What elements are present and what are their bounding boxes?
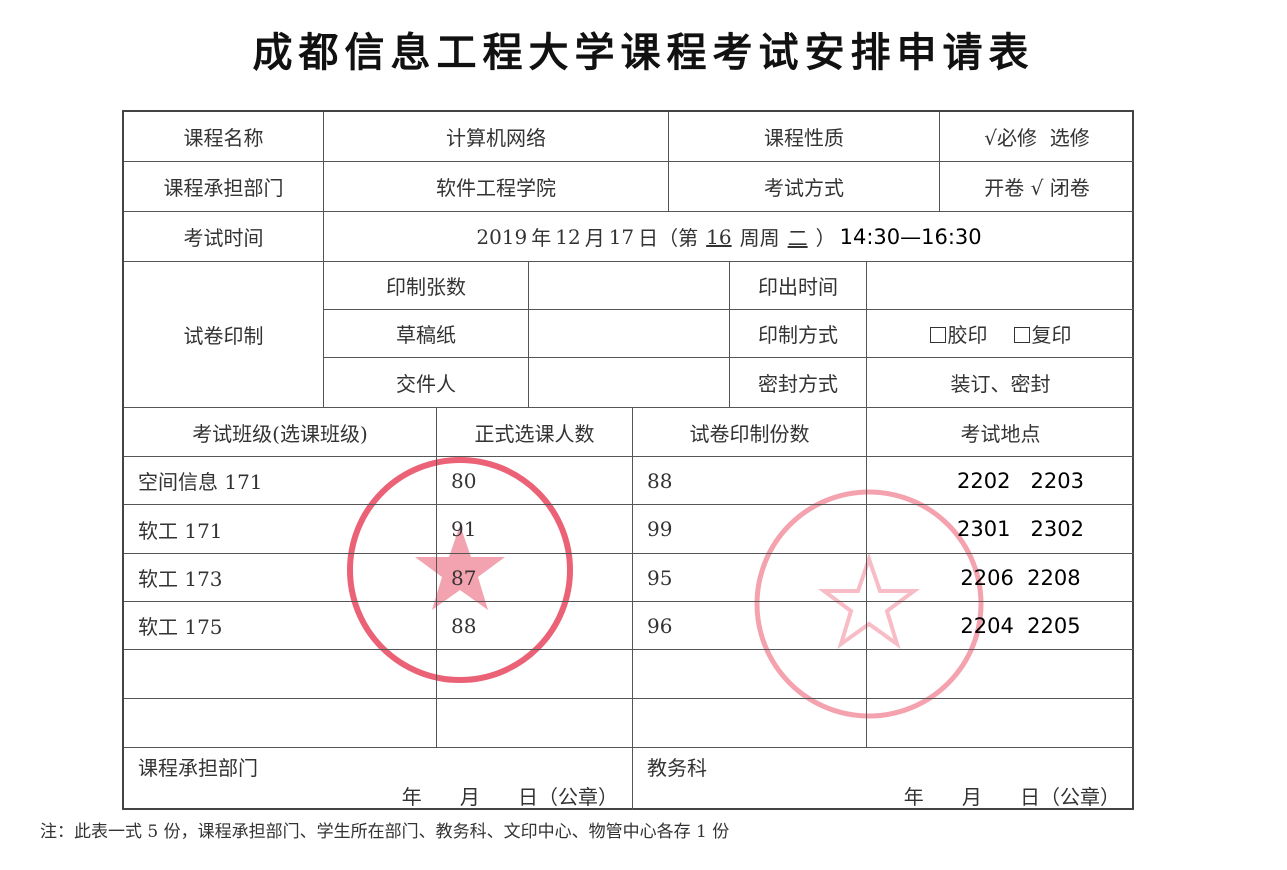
course-name: 计算机网络: [324, 112, 669, 162]
dept-signoff-label: 课程承担部门: [138, 756, 258, 780]
exam-rooms: 2301 2302: [867, 505, 1134, 554]
offset-option[interactable]: 胶印: [929, 319, 988, 348]
month-unit: 月: [584, 226, 605, 250]
exam-rooms: 2206 2208: [867, 554, 1134, 602]
exam-rooms: [867, 650, 1134, 699]
course-name-label: 课程名称: [124, 112, 324, 162]
sheets-label: 印制张数: [324, 262, 529, 310]
course-nature-label: 课程性质: [669, 112, 940, 162]
exam-mode-label: 考试方式: [669, 162, 940, 212]
week-unit: 周周: [739, 226, 780, 250]
enrolled-count: 88: [437, 602, 633, 650]
out-time-value: [867, 262, 1134, 310]
office-signoff: 教务科 年 月 日（公章）: [633, 748, 1134, 810]
seal-value: 装订、密封: [867, 358, 1134, 408]
header-location: 考试地点: [867, 408, 1134, 457]
exam-time-label: 考试时间: [124, 212, 324, 262]
exam-time: 2019 年 12 月 17 日（第 16 周周 二 ） 14:30—16:30: [324, 212, 1134, 262]
printing-label: 试卷印制: [124, 262, 324, 408]
copies-count: 96: [633, 602, 867, 650]
submitter-label: 交件人: [324, 358, 529, 408]
exam-mode: 开卷 √ 闭卷: [940, 162, 1134, 212]
exam-rooms: 2202 2203: [867, 457, 1134, 505]
month: 12: [555, 224, 581, 249]
year: 2019: [476, 224, 528, 249]
copies-count: [633, 650, 867, 699]
copies-count: 99: [633, 505, 867, 554]
day-unit: 日（第: [638, 226, 699, 250]
print-method: 胶印 复印: [867, 310, 1134, 358]
out-time-label: 印出时间: [730, 262, 867, 310]
page-title: 成都信息工程大学课程考试安排申请表: [252, 29, 1035, 76]
enrolled-count: [437, 650, 633, 699]
copies-count: 95: [633, 554, 867, 602]
footnote: 注：此表一式 5 份，课程承担部门、学生所在部门、教务科、文印中心、物管中心各存…: [40, 822, 730, 842]
print-method-label: 印制方式: [730, 310, 867, 358]
class-name: 软工 173: [124, 554, 437, 602]
dept-signoff: 课程承担部门 年 月 日（公章）: [124, 748, 633, 810]
submitter-value: [529, 358, 730, 408]
day: 17: [608, 224, 635, 249]
enrolled-count: 80: [437, 457, 633, 505]
weekday: 二: [787, 226, 808, 250]
application-form: 课程名称 计算机网络 课程性质 √必修 选修 课程承担部门 软件工程学院 考试方…: [122, 110, 1134, 810]
class-name: 空间信息 171: [124, 457, 437, 505]
class-name: [124, 650, 437, 699]
course-nature: √必修 选修: [940, 112, 1134, 162]
class-name: [124, 699, 437, 748]
enrolled-count: 91: [437, 505, 633, 554]
close-paren: ）: [815, 226, 836, 250]
year-unit: 年: [531, 226, 552, 250]
offset-label: 胶印: [947, 323, 988, 347]
office-date-line: 年 月 日（公章）: [903, 785, 1120, 809]
dept-date-line: 年 月 日（公章）: [401, 785, 618, 809]
exam-rooms: 2204 2205: [867, 602, 1134, 650]
week: 16: [706, 224, 732, 249]
copies-count: [633, 699, 867, 748]
office-signoff-label: 教务科: [647, 756, 707, 780]
copy-option[interactable]: 复印: [1013, 319, 1072, 348]
checkbox-icon: [1013, 327, 1030, 343]
time-range: 14:30—16:30: [839, 224, 982, 249]
dept: 软件工程学院: [324, 162, 669, 212]
class-name: 软工 171: [124, 505, 437, 554]
sheets-value: [529, 262, 730, 310]
draft-label: 草稿纸: [324, 310, 529, 358]
enrolled-count: [437, 699, 633, 748]
copies-count: 88: [633, 457, 867, 505]
header-copies: 试卷印制份数: [633, 408, 867, 457]
enrolled-count: 87: [437, 554, 633, 602]
seal-label: 密封方式: [730, 358, 867, 408]
copy-label: 复印: [1031, 323, 1072, 347]
header-enrolled: 正式选课人数: [437, 408, 633, 457]
class-name: 软工 175: [124, 602, 437, 650]
dept-label: 课程承担部门: [124, 162, 324, 212]
header-class: 考试班级(选课班级): [124, 408, 437, 457]
checkbox-icon: [929, 327, 946, 343]
exam-rooms: [867, 699, 1134, 748]
draft-value: [529, 310, 730, 358]
